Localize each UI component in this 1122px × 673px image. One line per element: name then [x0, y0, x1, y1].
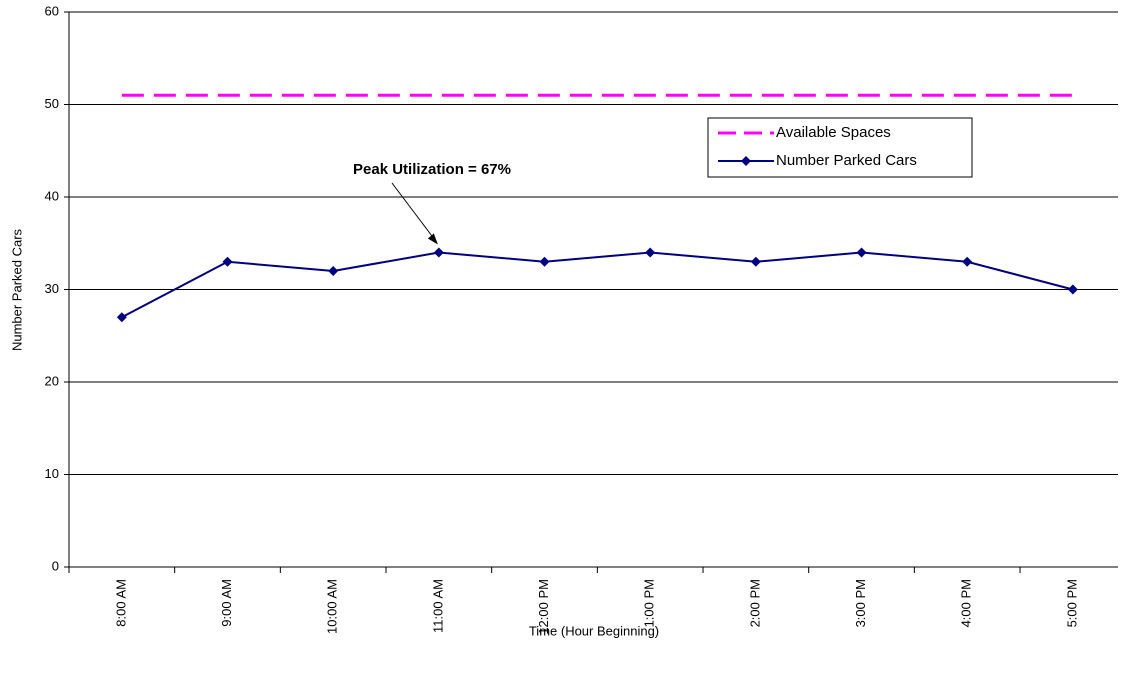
y-tick-label: 60 [45, 3, 59, 18]
legend-label: Available Spaces [776, 124, 891, 141]
data-point [222, 256, 233, 267]
x-tick-label: 1:00 PM [642, 579, 657, 627]
x-tick-label: 4:00 PM [959, 579, 974, 627]
y-tick-label: 0 [52, 558, 59, 573]
legend-marker [741, 156, 751, 166]
legend-box [707, 117, 973, 178]
annotation-arrow [391, 182, 438, 243]
data-point [962, 256, 973, 267]
data-point [539, 256, 550, 267]
data-point [116, 312, 127, 323]
annotation: Peak Utilization = 67% [353, 161, 511, 178]
data-point [645, 247, 656, 258]
x-tick-label: 3:00 PM [853, 579, 868, 627]
y-axis-title: Number Parked Cars [9, 228, 24, 351]
data-point [328, 266, 339, 276]
x-tick-label: 5:00 PM [1064, 579, 1079, 627]
data-point [1067, 284, 1078, 295]
x-tick-label: 12:00 PM [536, 579, 551, 635]
y-tick-label: 30 [45, 281, 59, 296]
y-tick-label: 50 [45, 96, 59, 111]
legend-label: Number Parked Cars [776, 152, 917, 169]
x-tick-label: 2:00 PM [747, 579, 762, 627]
x-tick-label: 10:00 AM [325, 579, 340, 634]
y-tick-label: 40 [45, 188, 59, 203]
y-tick-label: 10 [45, 466, 59, 481]
y-tick-label: 20 [45, 373, 59, 388]
data-point [750, 256, 761, 267]
x-tick-label: 11:00 AM [430, 579, 445, 633]
data-point [856, 247, 867, 258]
x-tick-label: 9:00 AM [219, 579, 234, 627]
annotation-arrowhead [427, 233, 438, 245]
data-point [433, 247, 444, 258]
x-tick-label: 8:00 AM [113, 579, 128, 627]
series-line [121, 251, 1074, 319]
x-axis-title: Time (Hour Beginning) [529, 623, 659, 638]
